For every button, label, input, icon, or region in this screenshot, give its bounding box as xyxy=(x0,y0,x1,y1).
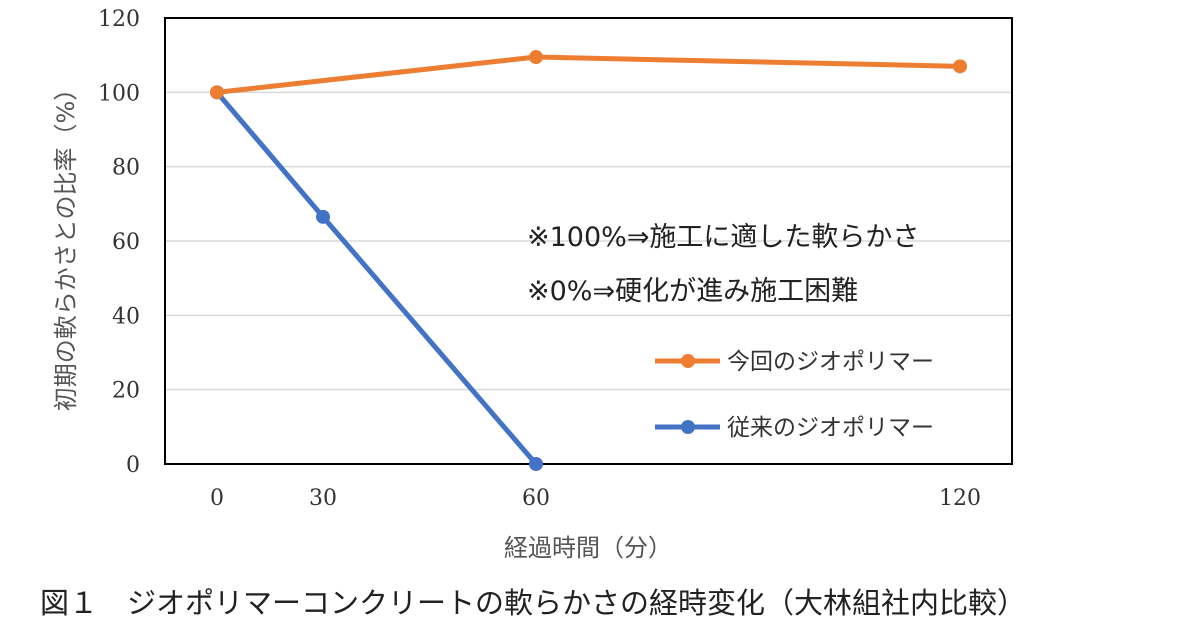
y-tick-label: 80 xyxy=(112,156,140,181)
y-tick-label: 120 xyxy=(98,7,140,32)
series-line-1 xyxy=(214,89,539,467)
x-tick-label: 120 xyxy=(939,486,981,511)
y-tick-label: 40 xyxy=(112,304,140,329)
annotation-note-2: ※0%⇒硬化が進み施工困難 xyxy=(527,276,858,307)
y-tick-label: 60 xyxy=(112,230,140,255)
gridlines xyxy=(165,91,1012,391)
x-tick-label: 30 xyxy=(309,486,337,511)
plot-area-frame xyxy=(164,17,1013,465)
x-tick-labels: 0 30 60 120 xyxy=(210,486,981,511)
series-0-point xyxy=(210,85,224,100)
y-tick-label: 20 xyxy=(112,379,140,404)
y-tick-labels: 0 20 40 60 80 100 120 xyxy=(98,7,140,478)
annotation-note-1: ※100%⇒施工に適した軟らかさ xyxy=(527,222,919,253)
series-1-point xyxy=(316,209,330,224)
series-0-point xyxy=(953,59,967,74)
y-axis-title: 初期の軟らかさとの比率（%） xyxy=(52,77,80,412)
data-series xyxy=(210,50,967,471)
y-tick-label: 0 xyxy=(126,453,140,478)
x-tick-label: 0 xyxy=(210,486,224,511)
figure-caption: 図１ ジオポリマーコンクリートの軟らかさの経時変化（大林組社内比較） xyxy=(40,586,1026,620)
series-0-point xyxy=(529,50,543,65)
legend-label-conventional: 従来のジオポリマー xyxy=(727,415,934,441)
legend-marker-current xyxy=(681,354,695,368)
legend-label-current: 今回のジオポリマー xyxy=(727,349,934,375)
legend-marker-conventional xyxy=(681,420,695,434)
series-line-0 xyxy=(214,54,963,95)
series-1-point xyxy=(529,457,543,471)
y-tick-label: 100 xyxy=(98,81,140,106)
x-tick-label: 60 xyxy=(522,486,550,511)
x-axis-title: 経過時間（分） xyxy=(504,534,672,562)
legend: 今回のジオポリマー 従来のジオポリマー xyxy=(655,349,934,441)
